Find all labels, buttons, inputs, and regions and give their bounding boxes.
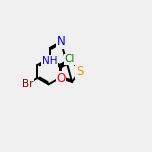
Text: NH: NH <box>42 56 57 66</box>
Text: Br: Br <box>22 79 33 89</box>
Text: Cl: Cl <box>65 54 75 64</box>
Text: N: N <box>57 35 65 48</box>
Text: S: S <box>76 65 83 78</box>
Text: O: O <box>56 72 66 85</box>
